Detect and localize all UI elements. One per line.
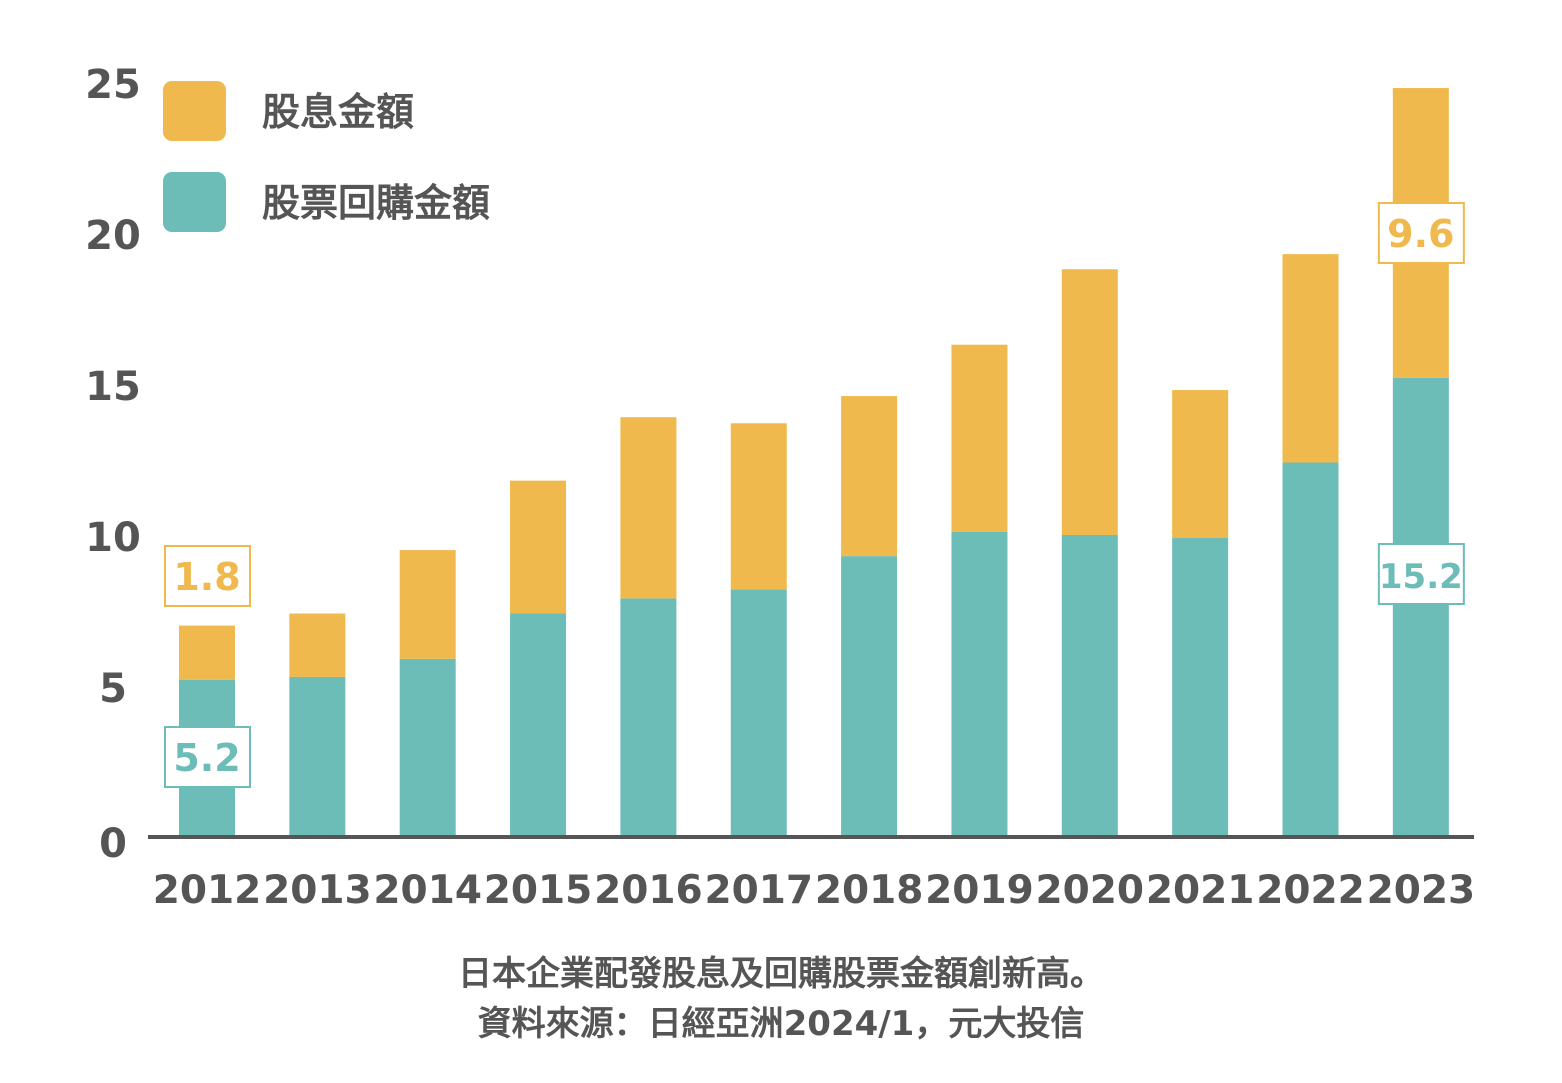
bar-2017-dividend (730, 423, 787, 590)
x-tick-label: 2021 (1146, 868, 1255, 913)
bar-2023-buyback (1392, 377, 1449, 837)
y-tick-label: 10 (85, 515, 141, 561)
y-tick-label: 5 (99, 666, 127, 712)
x-tick-label: 2015 (484, 868, 593, 913)
legend-swatch (163, 81, 226, 141)
bar-2020-dividend (1061, 269, 1118, 535)
bar-2020-buyback (1061, 535, 1118, 837)
y-tick-label: 25 (85, 62, 141, 108)
data-label-box (164, 726, 251, 788)
bar-2022-buyback (1282, 462, 1339, 837)
bar-2015-buyback (510, 613, 567, 837)
data-label: 15.2 (1379, 557, 1463, 597)
y-tick-label: 0 (99, 821, 127, 867)
data-label: 1.8 (173, 555, 240, 599)
bar-2018-dividend (841, 396, 898, 557)
bar-2013-buyback (289, 676, 346, 837)
x-tick-label: 2012 (153, 868, 262, 913)
x-tick-label: 2018 (815, 868, 924, 913)
bar-2019-dividend (951, 344, 1008, 532)
x-tick-label: 2020 (1036, 868, 1145, 913)
footnote-caption: 日本企業配發股息及回購股票金額創新高。 (458, 954, 1104, 994)
bar-2012-dividend (179, 625, 235, 680)
bar-2016-dividend (620, 417, 677, 599)
x-tick-label: 2017 (704, 868, 813, 913)
data-label: 5.2 (173, 736, 240, 780)
bar-2014-dividend (399, 550, 456, 659)
x-tick-label: 2013 (263, 868, 372, 913)
bar-2015-dividend (510, 480, 567, 614)
y-tick-label: 20 (85, 213, 141, 259)
legend-swatch (163, 172, 226, 232)
bar-2022-dividend (1282, 254, 1339, 463)
legend-label: 股票回購金額 (262, 181, 490, 225)
x-tick-label: 2016 (594, 868, 703, 913)
x-tick-label: 2019 (925, 868, 1034, 913)
bar-2017-buyback (730, 589, 787, 837)
bar-2018-buyback (841, 556, 898, 837)
bar-2013-dividend (289, 613, 346, 677)
bar-2019-buyback (951, 531, 1008, 837)
bar-2014-buyback (399, 658, 456, 837)
x-tick-label: 2014 (373, 868, 482, 913)
x-tick-label: 2023 (1367, 868, 1476, 913)
x-tick-label: 2022 (1256, 868, 1365, 913)
bar-2021-buyback (1172, 538, 1229, 837)
data-label-box (1377, 202, 1465, 264)
data-label: 9.6 (1387, 212, 1454, 256)
bar-2016-buyback (620, 598, 677, 837)
y-tick-label: 15 (85, 364, 141, 410)
bar-2021-dividend (1172, 390, 1229, 539)
footnote-source: 資料來源：日經亞洲2024/1，元大投信 (477, 1004, 1085, 1044)
data-label-box (164, 545, 251, 607)
data-label-box (1377, 543, 1465, 605)
legend-label: 股息金額 (262, 90, 414, 134)
